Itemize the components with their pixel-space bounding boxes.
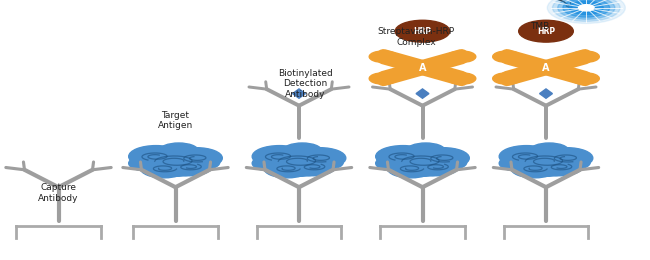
Circle shape <box>499 146 554 167</box>
Text: A: A <box>419 63 426 73</box>
Circle shape <box>376 155 415 171</box>
Circle shape <box>519 20 573 42</box>
Circle shape <box>569 1 603 15</box>
Circle shape <box>415 158 459 176</box>
Circle shape <box>493 51 521 62</box>
Text: A: A <box>542 63 550 73</box>
Circle shape <box>563 0 610 17</box>
Polygon shape <box>416 89 429 98</box>
Circle shape <box>554 155 590 170</box>
Circle shape <box>369 73 398 84</box>
Circle shape <box>499 155 538 171</box>
Circle shape <box>571 73 599 84</box>
Circle shape <box>395 20 450 42</box>
Circle shape <box>447 73 476 84</box>
Circle shape <box>170 148 222 168</box>
Circle shape <box>541 148 593 168</box>
Circle shape <box>385 146 460 176</box>
Circle shape <box>508 146 584 176</box>
Circle shape <box>417 148 469 168</box>
Circle shape <box>159 143 198 159</box>
Circle shape <box>430 155 467 170</box>
Circle shape <box>530 143 569 159</box>
Circle shape <box>168 158 212 176</box>
Text: Capture
Antibody: Capture Antibody <box>38 183 79 203</box>
Circle shape <box>283 143 322 159</box>
Polygon shape <box>292 89 306 98</box>
Circle shape <box>261 146 337 176</box>
Circle shape <box>558 0 615 19</box>
Circle shape <box>129 146 183 167</box>
Circle shape <box>140 159 187 178</box>
Circle shape <box>129 155 168 171</box>
Circle shape <box>183 155 220 170</box>
Circle shape <box>307 155 343 170</box>
Text: Streptavidin-HRP
Complex: Streptavidin-HRP Complex <box>378 27 454 47</box>
Text: TMB: TMB <box>530 22 549 31</box>
Text: HRP: HRP <box>537 27 555 36</box>
Circle shape <box>547 0 625 23</box>
Circle shape <box>387 159 434 178</box>
Circle shape <box>138 146 213 176</box>
Circle shape <box>552 0 620 21</box>
Circle shape <box>376 146 430 167</box>
Circle shape <box>291 158 335 176</box>
Circle shape <box>406 143 445 159</box>
Circle shape <box>447 51 476 62</box>
Circle shape <box>294 148 346 168</box>
Circle shape <box>571 51 599 62</box>
Circle shape <box>369 51 398 62</box>
Circle shape <box>252 146 307 167</box>
Circle shape <box>538 158 582 176</box>
Circle shape <box>264 159 311 178</box>
Polygon shape <box>540 89 552 98</box>
Circle shape <box>252 155 291 171</box>
Circle shape <box>578 5 594 11</box>
Circle shape <box>575 3 597 12</box>
Circle shape <box>511 159 558 178</box>
Text: Target
Antigen: Target Antigen <box>158 110 193 130</box>
Text: HRP: HRP <box>413 27 432 36</box>
Text: Biotinylated
Detection
Antibody: Biotinylated Detection Antibody <box>278 69 333 99</box>
Circle shape <box>493 73 521 84</box>
